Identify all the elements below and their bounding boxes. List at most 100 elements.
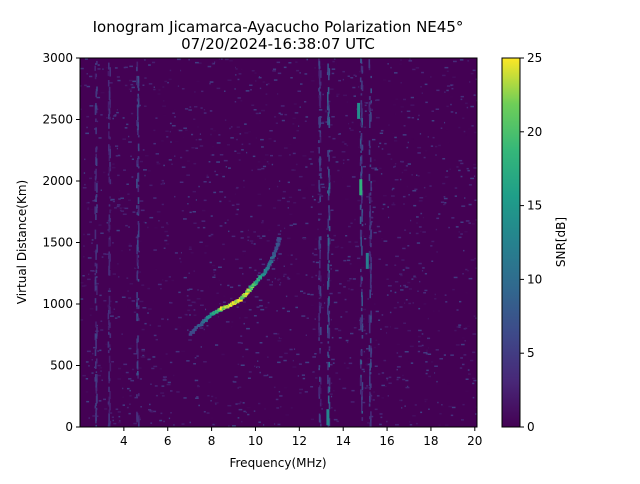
streak-cell [368, 59, 371, 69]
noise-cell [84, 84, 87, 87]
noise-cell [298, 125, 300, 127]
noise-cell [283, 265, 285, 267]
streak-cell [318, 68, 321, 78]
noise-cell [402, 269, 405, 271]
trace-cell [188, 333, 193, 336]
noise-cell [320, 122, 325, 124]
noise-cell [470, 72, 474, 75]
noise-cell [382, 203, 386, 206]
noise-cell [427, 347, 429, 349]
noise-cell [233, 132, 238, 135]
streak-cell [318, 337, 320, 341]
noise-cell [89, 105, 94, 107]
noise-cell [450, 354, 454, 356]
noise-cell [392, 132, 394, 135]
noise-cell [358, 328, 362, 331]
noise-cell [461, 403, 463, 405]
streak-cell [370, 411, 372, 421]
noise-cell [193, 314, 197, 316]
streak-cell [318, 88, 320, 92]
noise-cell [340, 246, 344, 249]
streak-cell [368, 264, 371, 268]
noise-cell [117, 174, 120, 177]
x-tick-label: 10 [248, 434, 263, 448]
noise-cell [235, 187, 239, 190]
noise-cell [441, 404, 443, 406]
noise-cell [423, 186, 426, 189]
noise-cell [269, 284, 273, 286]
noise-cell [328, 100, 331, 103]
noise-cell [338, 79, 341, 82]
streak-cell [137, 88, 140, 91]
noise-cell [206, 176, 210, 178]
noise-cell [229, 127, 231, 130]
trace-cell [276, 244, 280, 247]
noise-cell [473, 379, 477, 382]
noise-cell [124, 84, 128, 87]
streak-cell [95, 127, 97, 135]
noise-cell [245, 348, 249, 351]
noise-cell [269, 130, 273, 132]
streak-cell [136, 120, 138, 126]
noise-cell [233, 381, 237, 383]
noise-cell [187, 206, 192, 208]
x-tick-label: 8 [208, 434, 216, 448]
noise-cell [254, 296, 259, 298]
noise-cell [227, 79, 232, 81]
noise-cell [337, 292, 341, 294]
x-tick-label: 12 [292, 434, 307, 448]
noise-cell [339, 133, 341, 135]
streak-cell [94, 73, 97, 80]
noise-cell [368, 109, 373, 111]
streak-cell [109, 179, 112, 185]
noise-cell [198, 185, 200, 188]
noise-cell [253, 243, 256, 245]
noise-cell [250, 215, 253, 218]
noise-cell [174, 116, 176, 118]
noise-cell [401, 171, 404, 174]
streak-cell [360, 103, 363, 113]
streak-cell [108, 378, 111, 382]
noise-cell [139, 300, 144, 303]
noise-cell [210, 133, 212, 136]
noise-cell [394, 163, 397, 165]
noise-cell [228, 425, 230, 427]
streak-cell [369, 192, 372, 196]
streak-cell [136, 348, 139, 354]
noise-cell [87, 206, 89, 209]
noise-cell [179, 261, 182, 263]
noise-cell [128, 199, 131, 201]
noise-cell [157, 93, 161, 95]
noise-cell [258, 76, 260, 78]
noise-cell [139, 418, 141, 421]
noise-cell [120, 210, 124, 212]
noise-cell [305, 222, 309, 225]
noise-cell [92, 200, 96, 202]
trace-cell [231, 301, 236, 304]
streak-cell [319, 81, 322, 86]
noise-cell [400, 82, 402, 84]
noise-cell [421, 344, 424, 347]
noise-cell [162, 86, 165, 88]
noise-cell [388, 382, 392, 384]
noise-cell [181, 423, 185, 425]
noise-cell [443, 354, 446, 356]
trace-cell [214, 310, 219, 313]
x-tick-label: 14 [336, 434, 351, 448]
noise-cell [313, 254, 318, 256]
streak-cell [108, 344, 111, 348]
noise-cell [445, 128, 448, 131]
streak-cell [328, 226, 331, 232]
noise-cell [462, 363, 465, 366]
noise-cell [187, 299, 191, 301]
streak-cell [360, 150, 362, 153]
noise-cell [104, 408, 108, 410]
streak-cell [370, 75, 372, 79]
noise-cell [475, 406, 477, 408]
noise-cell [471, 223, 475, 225]
noise-cell [345, 235, 348, 237]
noise-cell [244, 123, 247, 125]
noise-cell [276, 61, 281, 64]
noise-cell [345, 339, 349, 342]
noise-cell [210, 128, 214, 130]
